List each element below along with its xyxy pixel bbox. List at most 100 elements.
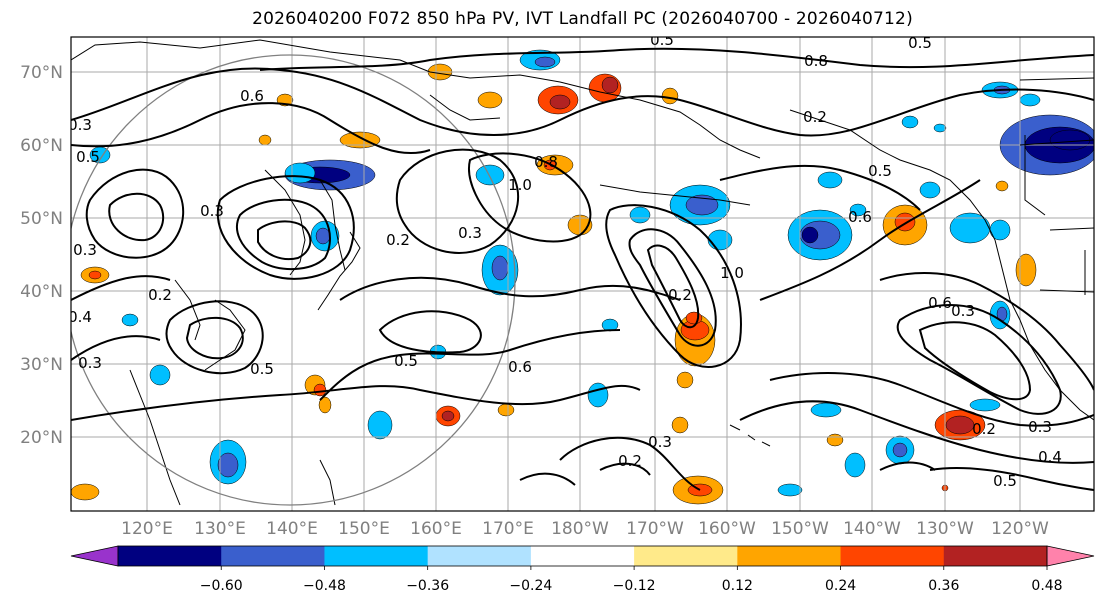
contour-labels: 0.5 0.50.80.60.30.50.30.30.20.80.60.51.00… [68,31,1062,490]
lon-label: 120°W [991,519,1049,539]
pv-anomaly-patch [671,416,689,434]
colorbar-tick-label: −0.12 [613,578,656,594]
pv-anomaly-patch [707,229,733,251]
lat-label: 60°N [20,136,63,156]
pv-anomaly-patch [685,311,703,325]
lon-label: 170°E [482,519,534,539]
longitude-labels: 120°E 130°E 140°E 150°E 160°E 170°E 180°W 170°W… [121,519,1049,539]
pv-anomaly-patch [849,203,867,217]
colorbar-tick-label: −0.24 [509,578,552,594]
coastlines [71,39,1094,506]
contour-label: 0.4 [68,308,92,326]
lat-label: 50°N [20,209,63,229]
contour-label: 0.2 [618,452,642,470]
colorbar-outline [117,545,1048,567]
colorbar-swatch [634,546,738,566]
lat-label: 20°N [20,428,63,448]
colorbar-swatch [221,546,325,566]
contour-label: 0.5 [650,31,674,49]
pv-anomaly-patch [892,442,908,458]
colorbar-tick-label: −0.36 [406,578,449,594]
pv-anomaly-patch [629,206,651,224]
contour-label: 0.8 [534,153,558,171]
pv-anomaly-patch [497,403,515,417]
pv-anomaly-patch [284,162,316,184]
contour-label: 0.3 [200,202,224,220]
pv-anomaly-patch [777,483,803,497]
contour-label: 0.5 [76,148,100,166]
contour-label: 0.3 [73,241,97,259]
colorbar-extend-high [1046,545,1095,567]
contour-label: 0.5 [908,34,932,52]
pv-anomaly-patch [844,452,866,478]
lon-label: 180°W [551,519,609,539]
pv-anomaly-patch [601,76,619,94]
lon-label: 170°W [626,519,684,539]
pv-anomaly-patch [441,410,455,422]
contour-label: 0.5 [394,352,418,370]
contour-label: 0.4 [1038,448,1062,466]
colorbar [70,545,1095,567]
contour-label: 0.2 [148,286,172,304]
pv-anomaly-patch [88,270,102,280]
pv-anomaly-patch [685,194,719,216]
pv-contours [71,47,1094,491]
colorbar-swatch [530,546,635,566]
lon-label: 130°W [916,519,974,539]
contour-label: 1.0 [720,264,744,282]
lon-label: 140°E [266,519,318,539]
colorbar-tick-labels: −0.60 −0.48 −0.36 −0.24 −0.12 0.12 0.24 0.36 0.4… [200,566,1063,594]
latitude-labels: 70°N 60°N 50°N 40°N 30°N 20°N [20,63,63,448]
pv-anomaly-patch [315,227,331,245]
pv-anomaly-patch [1019,93,1041,107]
contour-label: 0.3 [1028,418,1052,436]
contour-label: 0.2 [668,286,692,304]
pv-anomaly-patch [475,164,505,186]
pv-anomaly-patch [367,410,393,440]
contour-label: 0.3 [68,116,92,134]
pv-anomaly-patch [676,371,694,389]
pv-shading [71,49,1094,505]
pv-anomaly-patch [587,382,609,408]
pv-anomaly-patch [313,383,327,397]
pv-anomaly-patch [149,364,171,386]
contour-label: 0.6 [928,294,952,312]
contour-label: 0.2 [386,231,410,249]
contour-label: 0.6 [508,358,532,376]
pv-anomaly-patch [318,396,332,414]
contour-label: 0.3 [951,302,975,320]
pv-anomaly-patch [969,398,1001,412]
colorbar-tick-label: −0.48 [303,578,346,594]
lon-label: 130°E [194,519,246,539]
lat-label: 40°N [20,282,63,302]
map-title: 2026040200 F072 850 hPa PV, IVT Landfall… [252,9,913,29]
lon-label: 160°W [698,519,756,539]
pv-anomaly-patch [491,255,509,281]
pv-anomaly-patch [817,171,843,189]
contour-label: 0.6 [240,87,264,105]
contour-label: 0.2 [972,420,996,438]
pv-anomaly-patch [826,433,844,447]
contour-label: 0.8 [804,52,828,70]
contour-label: 0.3 [648,433,672,451]
colorbar-extend-low [70,545,119,567]
contour-label: 0.5 [993,472,1017,490]
pv-anomaly-patch [1015,253,1037,287]
pv-anomaly-patch [901,115,919,129]
pv-anomaly-patch [1049,129,1091,151]
lon-label: 140°W [843,519,901,539]
contour-label: 0.6 [848,208,872,226]
colorbar-swatch [118,546,222,566]
pv-anomaly-patch [534,56,556,68]
pv-anomaly-patch [919,181,941,199]
colorbar-swatch [427,546,532,566]
colorbar-swatch [324,546,429,566]
pv-anomaly-patch [945,415,975,435]
contour-label: 0.5 [250,360,274,378]
pv-anomaly-patch [933,123,947,133]
lon-label: 120°E [121,519,173,539]
pv-anomaly-patch [801,226,819,244]
pv-anomaly-patch [258,134,272,146]
pv-anomaly-patch [810,402,842,418]
contour-label: 0.2 [803,108,827,126]
